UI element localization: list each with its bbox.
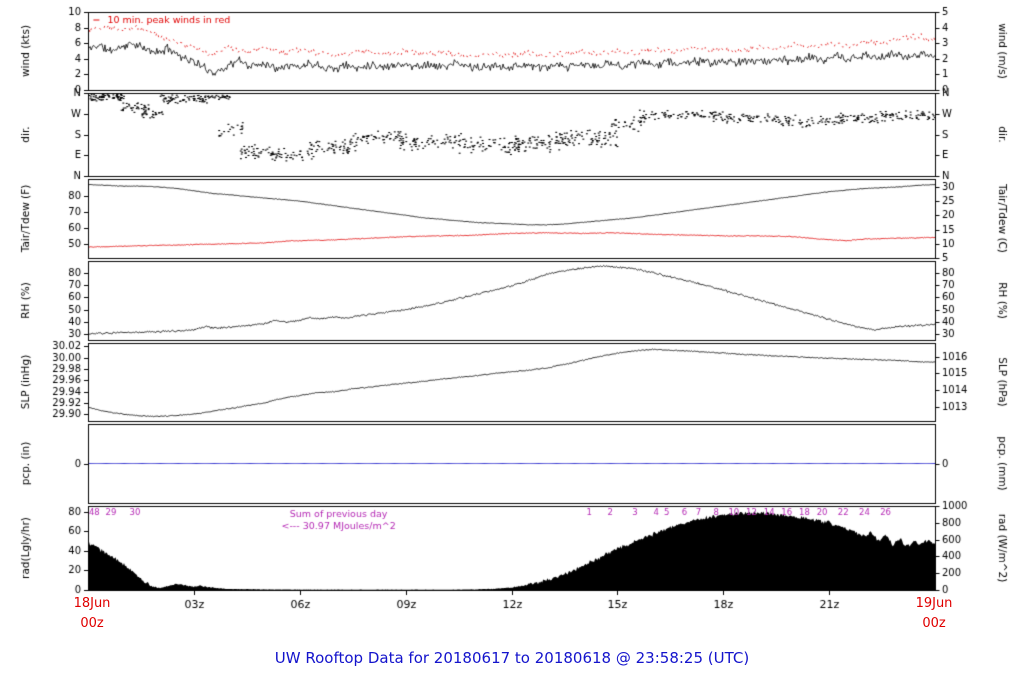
- x-axis-start-date-line1: 18Jun: [73, 596, 111, 611]
- x-axis-end-date: 19Jun 00z: [902, 594, 966, 634]
- x-axis-end-date-line1: 19Jun: [915, 596, 953, 611]
- chart-canvas: [0, 0, 1024, 645]
- x-axis-start-date-line2: 00z: [80, 616, 104, 631]
- chart-title: UW Rooftop Data for 20180617 to 20180618…: [274, 649, 750, 667]
- x-axis-start-date: 18Jun 00z: [60, 594, 124, 634]
- x-axis-end-date-line2: 00z: [922, 616, 946, 631]
